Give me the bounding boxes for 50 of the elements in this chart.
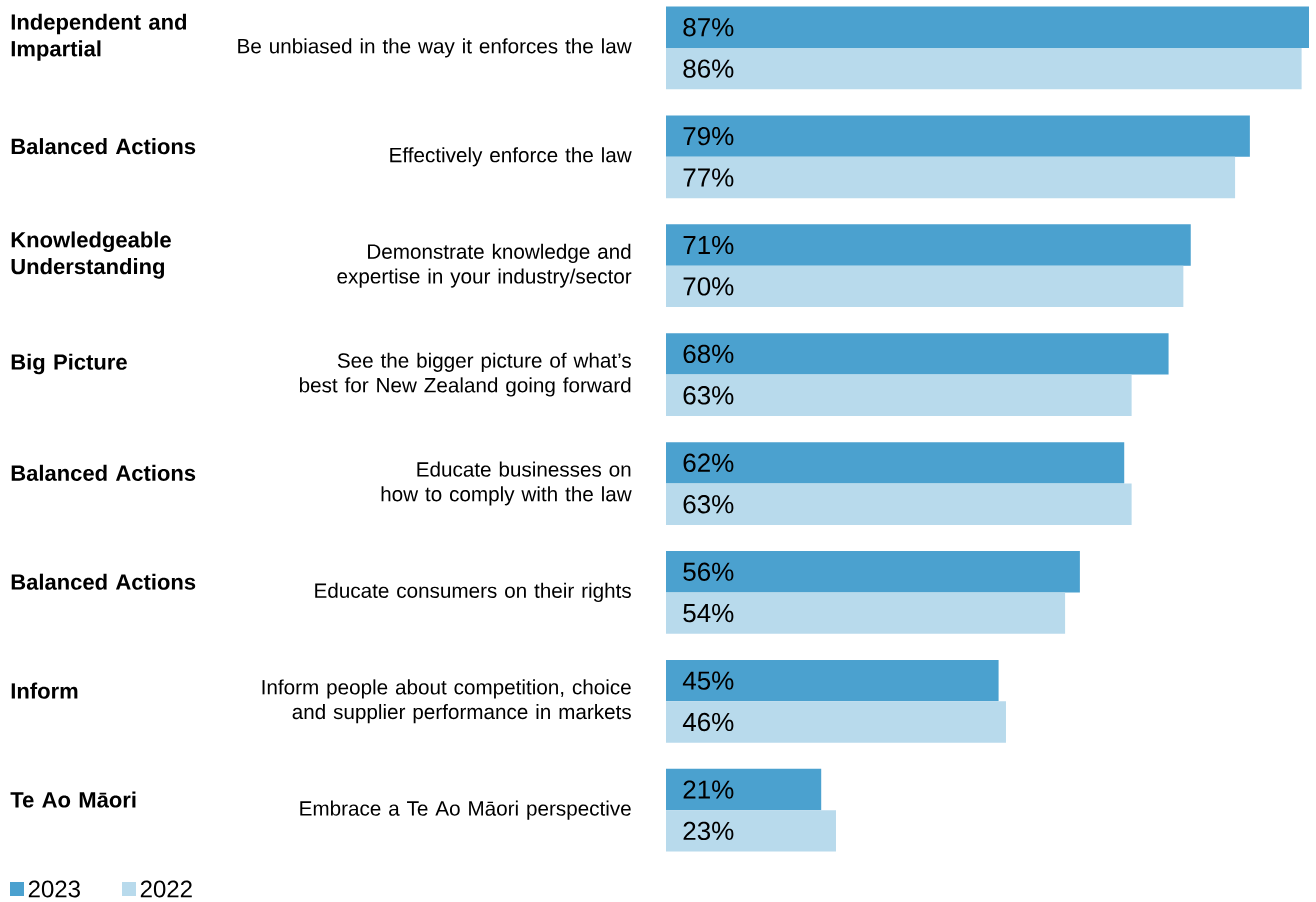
y-tick-label: Embrace a Te Ao Māori perspective — [300, 800, 631, 820]
bar — [666, 659, 999, 702]
data-label: 63% — [683, 495, 734, 514]
bar — [666, 442, 1125, 484]
y-tick-label: Educate consumers on their rights — [315, 582, 631, 603]
bar — [666, 701, 1006, 743]
data-label: 63% — [683, 386, 734, 405]
text: Te Ao Māori — [10, 791, 136, 808]
data-label: 21% — [683, 780, 734, 799]
data-label: 87% — [683, 18, 734, 37]
y-tick-label: Be unbiased in the way it enforces the law — [238, 38, 632, 58]
text: Balanced Actions — [11, 138, 196, 155]
bar — [666, 115, 1250, 157]
text: Knowledgeable Understanding — [11, 231, 171, 279]
data-label: 86% — [683, 59, 734, 78]
text: Balanced Actions — [11, 573, 196, 590]
y-tick-label: Demonstrate knowledge and expertise in your industry/sector — [337, 243, 632, 288]
bar — [666, 156, 1236, 199]
bar — [666, 483, 1132, 525]
data-label: 56% — [683, 562, 734, 581]
bar — [666, 810, 836, 852]
text: Big Picture — [11, 353, 127, 375]
bar — [666, 47, 1302, 90]
bar — [666, 592, 1066, 634]
data-label: 45% — [682, 671, 734, 690]
data-label: 79% — [683, 126, 734, 146]
data-label: 71% — [683, 235, 734, 255]
bar — [666, 768, 822, 811]
bar — [666, 6, 1309, 48]
data-label: 54% — [683, 603, 734, 623]
text: Independent and Impartial — [11, 13, 187, 61]
data-label: 77% — [683, 168, 734, 187]
text: Inform — [11, 682, 78, 699]
y-tick-label: Inform people about competition, choice and supplier performance in markets — [262, 679, 631, 724]
text: Balanced Actions — [11, 464, 196, 481]
bar — [666, 551, 1080, 593]
bar — [666, 224, 1191, 266]
y-tick-label: See the bigger picture of what’s best for New Zealand going forward — [299, 352, 631, 397]
bar — [666, 374, 1132, 416]
legend-label: 2023 — [28, 880, 80, 898]
data-label: 23% — [683, 821, 734, 841]
data-label: 70% — [683, 277, 734, 296]
y-tick-label: Effectively enforce the law — [390, 147, 632, 167]
data-label: 46% — [682, 712, 734, 732]
y-tick-label: Educate businesses on how to comply with the law — [381, 461, 632, 506]
bar — [666, 333, 1169, 375]
data-label: 68% — [683, 344, 734, 364]
data-label: 62% — [683, 453, 734, 473]
bar — [666, 265, 1184, 308]
legend-label: 2022 — [140, 880, 192, 898]
